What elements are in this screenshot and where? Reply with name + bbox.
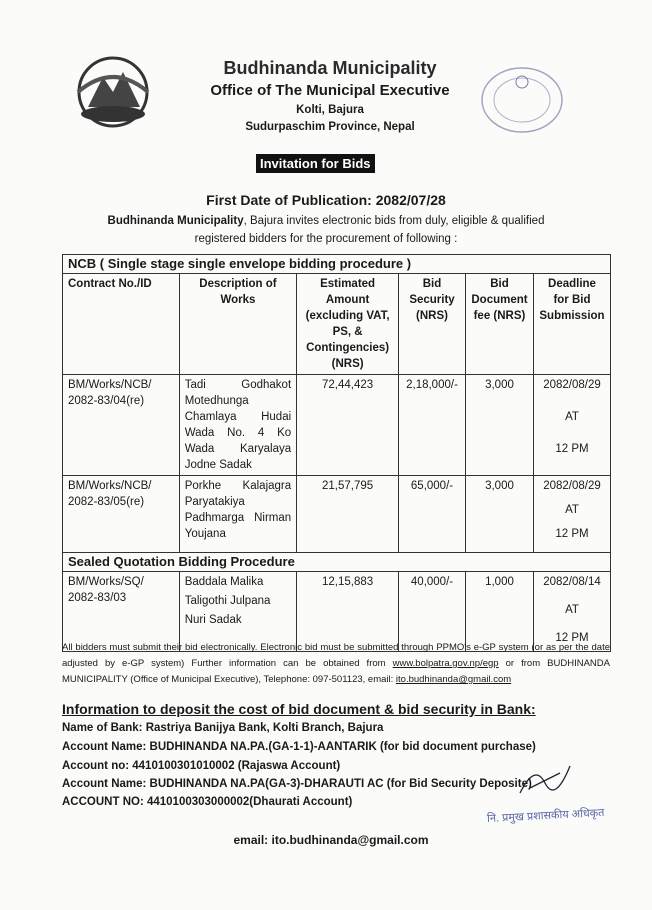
deadline: 2082/08/14 AT 12 PM <box>532 571 612 652</box>
deadline-at: AT <box>565 504 579 516</box>
deadline-time: 12 PM <box>555 528 589 540</box>
signature <box>519 765 571 794</box>
official-stamp <box>481 67 563 133</box>
deadline-time: 12 PM <box>555 443 589 455</box>
note-text: or from BUDHINANDA MUNICIPALITY (Office … <box>62 658 610 685</box>
col-header-description: Description of Works <box>178 273 298 375</box>
estimated-amount: 72,44,423 <box>296 374 400 476</box>
intro-text: , Bajura invites electronic bids from du… <box>243 215 545 227</box>
address-line-2: Sudurpaschim Province, Nepal <box>245 121 415 133</box>
deadline-time: 12 PM <box>555 632 589 644</box>
bolpatra-link[interactable]: www.bolpatra.gov.np/egp <box>392 658 499 669</box>
deadline-at: AT <box>565 604 579 616</box>
col-header-amount: Estimated Amount (excluding VAT, PS, & C… <box>296 273 400 375</box>
document-fee: 3,000 <box>464 374 534 476</box>
notice-title: Invitation for Bids <box>256 154 375 173</box>
account-name-1: Account Name: BUDHINANDA NA.PA.(GA-1-1)-… <box>62 741 536 753</box>
col-header-security: Bid Security (NRS) <box>398 273 466 375</box>
municipality-logo <box>76 56 150 128</box>
bids-table: NCB ( Single stage single envelope biddi… <box>62 254 612 652</box>
intro-line-2: registered bidders for the procurement o… <box>194 233 458 245</box>
deadline-date: 2082/08/29 <box>543 480 601 492</box>
section-sealed-quotation: Sealed Quotation Bidding Procedure <box>62 552 611 572</box>
description-line: Taligothi Julpana <box>184 595 271 607</box>
table-row: BM/Works/SQ/ 2082-83/03 Baddala Malika Ta… <box>62 571 612 652</box>
org-name: Budhinanda Municipality <box>223 58 437 78</box>
contract-id: BM/Works/NCB/ 2082-83/05(re) <box>62 475 180 553</box>
contract-id: BM/Works/NCB/ 2082-83/04(re) <box>62 374 180 476</box>
deadline-at: AT <box>565 411 579 423</box>
deadline: 2082/08/29 AT 12 PM <box>532 374 612 476</box>
bank-name: Name of Bank: Rastriya Banijya Bank, Kol… <box>62 722 384 734</box>
footer-email: email: ito.budhinanda@gmail.com <box>233 833 429 847</box>
bid-security: 65,000/- <box>398 475 466 553</box>
estimated-amount: 21,57,795 <box>296 475 400 553</box>
col-header-deadline: Deadline for Bid Submission <box>532 273 612 375</box>
work-description: Tadi Godhakot Motedhunga Chamlaya Hudai … <box>178 374 298 476</box>
office-name: Office of The Municipal Executive <box>210 82 450 99</box>
table-row: BM/Works/NCB/ 2082-83/04(re) Tadi Godhak… <box>62 374 612 476</box>
address-line-1: Kolti, Bajura <box>296 104 364 116</box>
work-description: Baddala Malika Taligothi Julpana Nuri Sada… <box>178 571 298 652</box>
deadline-date: 2082/08/14 <box>543 576 601 588</box>
col-header-contract: Contract No./ID <box>62 273 180 375</box>
bank-info-title: Information to deposit the cost of bid d… <box>62 701 536 717</box>
work-description: Porkhe Kalajagra Paryatakiya Padhmarga N… <box>178 475 298 553</box>
email-link[interactable]: ito.budhinanda@gmail.com <box>395 674 512 685</box>
deadline: 2082/08/29 AT 12 PM <box>532 475 612 553</box>
description-line: Nuri Sadak <box>184 614 242 626</box>
contract-id: BM/Works/SQ/ 2082-83/03 <box>62 571 180 652</box>
intro-line-1: Budhinanda Municipality, Bajura invites … <box>0 215 652 227</box>
document-fee: 1,000 <box>464 571 534 652</box>
table-row: BM/Works/NCB/ 2082-83/05(re) Porkhe Kala… <box>62 475 612 553</box>
designation-stamp: नि. प्रमुख प्रशासकीय अधिकृत <box>486 806 605 826</box>
submission-note: All bidders must submit their bid electr… <box>62 640 610 688</box>
document-fee: 3,000 <box>464 475 534 553</box>
deadline-date: 2082/08/29 <box>543 379 601 391</box>
col-header-fee: Bid Document fee (NRS) <box>464 273 534 375</box>
description-line: Baddala Malika <box>184 576 264 588</box>
bid-security: 2,18,000/- <box>398 374 466 476</box>
publication-date: First Date of Publication: 2082/07/28 <box>206 192 446 208</box>
estimated-amount: 12,15,883 <box>296 571 400 652</box>
account-name-2: Account Name: BUDHINANDA NA.PA(GA-3)-DHA… <box>62 778 532 790</box>
account-no-1: Account no: 4410100301010002 (Rajaswa Ac… <box>62 760 341 772</box>
section-ncb: NCB ( Single stage single envelope biddi… <box>62 254 611 274</box>
account-no-2: ACCOUNT NO: 4410100303000002(Dhaurati Ac… <box>62 796 353 808</box>
intro-org: Budhinanda Municipality <box>107 215 244 227</box>
note-text: All bidders must submit their bid electr… <box>62 642 610 669</box>
